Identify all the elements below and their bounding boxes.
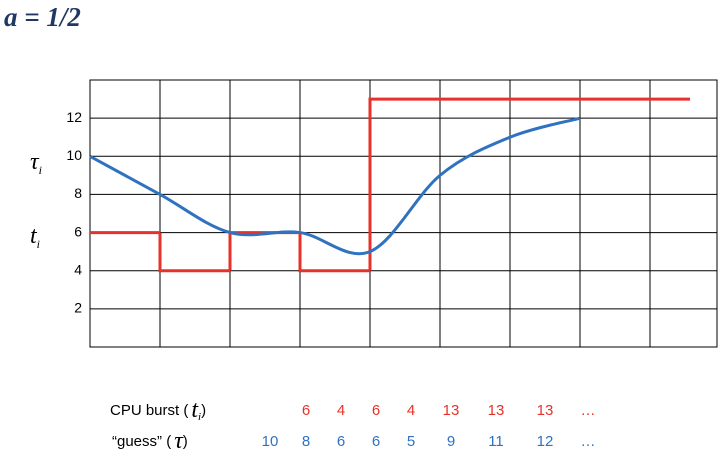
bracket-close: )	[201, 402, 206, 419]
continuation: …	[581, 402, 596, 419]
row-name: “guess”	[112, 433, 162, 450]
row-name: CPU burst	[110, 402, 180, 419]
burst-step	[368, 97, 440, 271]
bracket-open: (	[166, 433, 171, 450]
y-axis-symbol: τi	[30, 149, 42, 177]
y-tick-label: 2	[74, 300, 82, 316]
continuation: …	[581, 433, 596, 450]
burst-step	[298, 232, 370, 273]
burst-step	[158, 232, 230, 273]
data-label: 6	[372, 402, 380, 419]
row-label: “guess” (τ)	[112, 428, 188, 454]
subscript: i	[39, 163, 42, 177]
symbol: t	[191, 397, 199, 423]
data-label: 8	[302, 433, 310, 450]
data-label: 4	[337, 402, 345, 419]
bracket-close: )	[183, 433, 188, 450]
symbol: τ	[174, 428, 184, 454]
y-axis-symbol: ti	[30, 223, 40, 251]
data-label: 5	[407, 433, 415, 450]
chart-title: a = 1/2	[4, 2, 81, 32]
plot-frame	[89, 79, 718, 348]
guess-curve	[89, 116, 581, 256]
y-tick-label: 6	[74, 223, 82, 239]
subscript: i	[37, 237, 40, 251]
data-label: 13	[537, 402, 554, 419]
data-label: 6	[302, 402, 310, 419]
data-label: 12	[537, 433, 554, 450]
data-label: 13	[443, 402, 460, 419]
bracket-open: (	[183, 402, 188, 419]
data-label: 11	[488, 433, 504, 450]
data-label: 10	[262, 433, 279, 450]
data-label: 13	[488, 402, 505, 419]
data-label: 4	[407, 402, 415, 419]
burst-step	[228, 231, 300, 271]
y-tick-label: 4	[74, 261, 82, 277]
symbol: t	[30, 223, 38, 249]
row-label: CPU burst (ti)	[110, 397, 206, 423]
y-tick-label: 10	[66, 147, 82, 163]
symbol: τ	[30, 149, 40, 175]
data-label: 6	[337, 433, 345, 450]
subscript: i	[198, 411, 201, 423]
data-label: 9	[447, 433, 455, 450]
y-tick-label: 12	[66, 109, 82, 125]
data-label: 6	[372, 433, 380, 450]
y-tick-label: 8	[74, 185, 82, 201]
